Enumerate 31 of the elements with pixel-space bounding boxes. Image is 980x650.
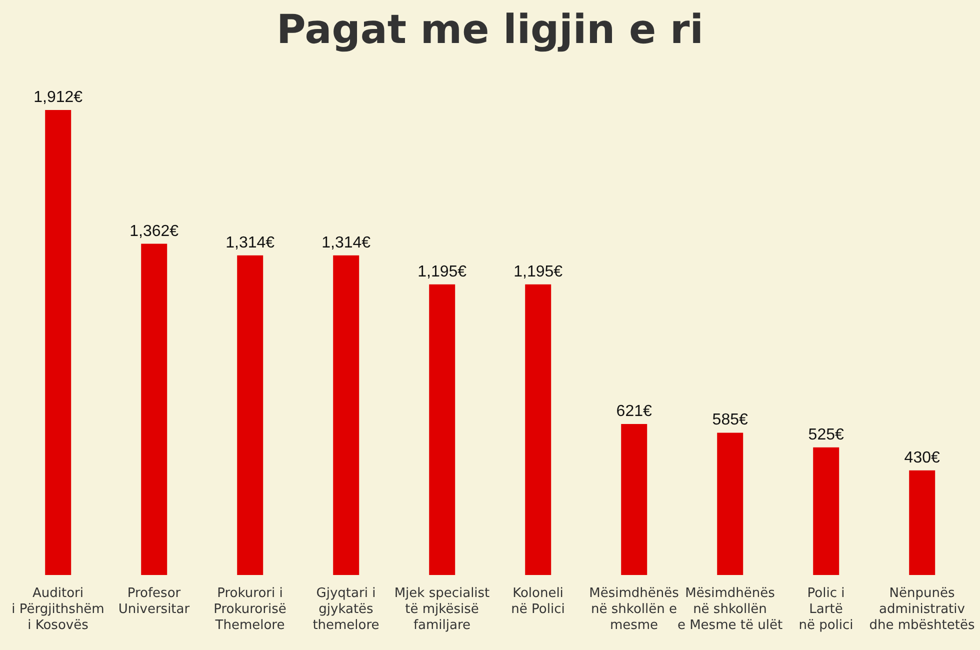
bar [525,284,552,575]
data-label: 1,195€ [418,263,467,280]
data-label: 525€ [808,426,844,444]
data-label: 1,362€ [130,222,179,240]
x-tick-label: Gjyqtari i gjykatës themelore [312,586,380,633]
data-label: 1,912€ [34,89,83,106]
bar [813,447,840,575]
bar [333,255,360,575]
chart-title: Pagat me ligjin e ri [275,6,704,55]
bar [141,244,168,575]
x-tick-label: Mësimdhënës në shkollën e Mesme të ulët [677,586,783,633]
x-tick-label: Mësimdhënës në shkollën e mesme [589,586,680,633]
x-tick-label: Nënpunës administrativ dhe mbështetës [869,586,975,633]
x-tick-label: Koloneli në Polici [511,586,565,617]
bar [45,110,72,575]
data-label: 430€ [904,449,940,466]
data-label: 1,195€ [514,263,563,280]
bar [429,284,456,575]
bar [717,432,744,575]
x-tick-label: Profesor Universitar [118,586,190,617]
data-label: 585€ [712,412,748,429]
x-tick-label: Polic i Lartë në polici [798,586,854,633]
data-label: 1,314€ [322,234,371,252]
bar [909,470,936,575]
bar [237,255,264,575]
bar [621,424,648,575]
x-tick-label: Prokurori i Prokurorisë Themelore [214,586,286,633]
data-label: 1,314€ [226,234,275,252]
x-tick-label: Mjek specialist të mjkësisë familjare [394,586,490,633]
x-tick-label: Auditori i Përgjithshëm i Kosovës [12,586,104,633]
data-label: 621€ [616,402,652,420]
